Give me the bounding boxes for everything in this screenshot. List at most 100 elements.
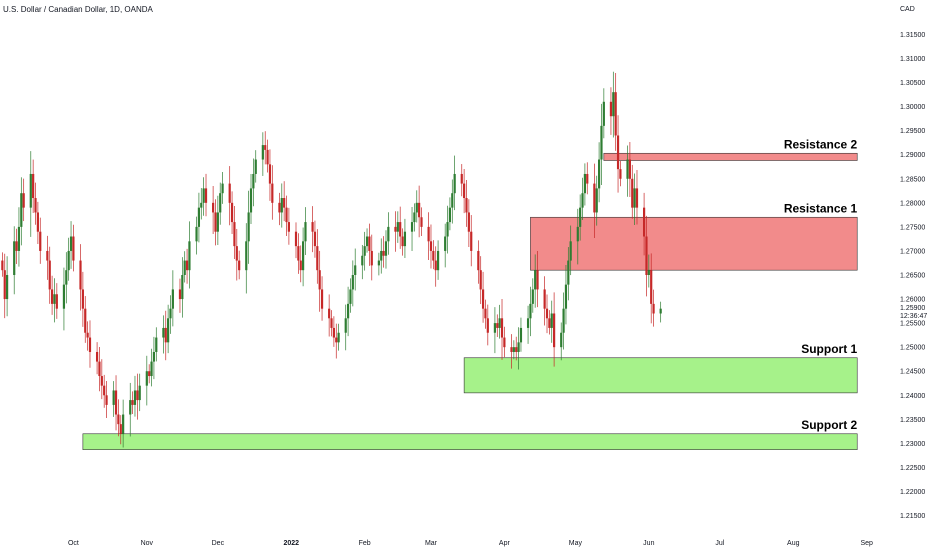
candle-body bbox=[200, 202, 203, 208]
candle-body bbox=[34, 198, 37, 213]
candle bbox=[216, 195, 219, 246]
candle-body bbox=[178, 289, 182, 300]
candle-body bbox=[396, 222, 399, 232]
candle bbox=[567, 247, 570, 301]
candle bbox=[50, 275, 54, 315]
candle bbox=[396, 211, 399, 243]
candle-body bbox=[560, 332, 563, 348]
candle-body bbox=[245, 241, 248, 271]
candle-body bbox=[204, 188, 208, 203]
candle bbox=[432, 240, 435, 270]
candle bbox=[129, 382, 132, 437]
candle bbox=[401, 228, 404, 256]
candle-body bbox=[526, 318, 530, 328]
candle bbox=[529, 286, 532, 337]
y-tick-label: 1.29500 bbox=[900, 128, 925, 135]
y-tick-label: 1.22000 bbox=[900, 489, 925, 496]
zone-resistance-1 bbox=[603, 152, 858, 161]
candle-body bbox=[171, 289, 174, 309]
candle-body bbox=[114, 390, 118, 415]
candle-body bbox=[278, 202, 281, 213]
y-tick-label: 1.28500 bbox=[900, 176, 925, 183]
candle-body bbox=[361, 255, 364, 266]
candle-body bbox=[214, 212, 217, 232]
candle bbox=[304, 207, 307, 256]
x-tick-label: Aug bbox=[787, 540, 800, 547]
candle bbox=[465, 179, 468, 227]
y-tick-label: 1.31500 bbox=[900, 32, 925, 39]
y-tick-label: 1.22500 bbox=[900, 465, 925, 472]
candle-body bbox=[642, 207, 646, 237]
x-tick-label: Dec bbox=[212, 540, 225, 547]
price-axis[interactable]: 1.21500 1.22000 1.22500 1.23000 1.23500 1.240… bbox=[900, 32, 925, 520]
candle bbox=[62, 267, 66, 331]
candle bbox=[214, 199, 217, 246]
y-tick-label: 1.26000 bbox=[900, 297, 925, 304]
candle-body bbox=[17, 226, 21, 251]
candle bbox=[614, 72, 617, 151]
candle-body bbox=[195, 226, 198, 242]
candle-body bbox=[53, 294, 56, 304]
candle bbox=[418, 185, 421, 238]
candle bbox=[235, 228, 238, 281]
candle bbox=[318, 250, 321, 312]
candle bbox=[354, 248, 357, 291]
candle-body bbox=[84, 308, 87, 333]
candle bbox=[453, 155, 456, 211]
candle bbox=[133, 375, 137, 417]
candle bbox=[228, 166, 231, 226]
candle-body bbox=[48, 260, 51, 290]
candle bbox=[479, 256, 482, 305]
zone-label-2: Resistance 1 bbox=[784, 201, 858, 215]
candle-body bbox=[254, 159, 257, 174]
candle bbox=[631, 164, 634, 219]
candle-body bbox=[50, 289, 54, 304]
chart-title: U.S. Dollar / Canadian Dollar, 1D, OANDA bbox=[3, 5, 154, 14]
candle bbox=[477, 240, 480, 284]
candle-body bbox=[415, 202, 418, 213]
candle-body bbox=[363, 246, 366, 256]
candle bbox=[598, 142, 601, 203]
candle bbox=[247, 190, 250, 264]
candle bbox=[202, 177, 205, 216]
candle bbox=[46, 235, 49, 280]
candle bbox=[230, 191, 234, 234]
time-axis[interactable]: Oct Nov Dec 2022 Feb Mar Apr May Jun Jul Aug Sep bbox=[68, 540, 873, 547]
candle bbox=[167, 304, 170, 354]
candle-body bbox=[553, 313, 556, 348]
candle-body bbox=[1, 260, 4, 271]
candle-body bbox=[150, 361, 153, 377]
candle bbox=[271, 165, 274, 220]
candle bbox=[650, 253, 653, 324]
candle-body bbox=[98, 361, 101, 377]
x-tick-label: Sep bbox=[860, 540, 873, 547]
candle bbox=[531, 278, 534, 313]
candle-body bbox=[69, 236, 73, 251]
candle-body bbox=[436, 250, 440, 271]
zone-label-4: Support 2 bbox=[801, 418, 857, 432]
candles-layer bbox=[1, 71, 662, 448]
y-tick-label: 1.30500 bbox=[900, 80, 925, 87]
candle bbox=[171, 270, 174, 327]
candle-body bbox=[221, 183, 224, 194]
candle-body bbox=[382, 250, 385, 256]
x-tick-label: Jul bbox=[715, 540, 724, 547]
candle bbox=[579, 194, 582, 241]
candle bbox=[332, 316, 335, 347]
candle bbox=[131, 391, 134, 414]
candle-body bbox=[484, 308, 487, 319]
candle-body bbox=[299, 260, 302, 271]
candle bbox=[434, 246, 437, 287]
y-tick-label: 1.31000 bbox=[900, 56, 925, 63]
candle-body bbox=[548, 318, 551, 328]
candle bbox=[380, 238, 383, 274]
candle bbox=[285, 195, 288, 236]
zone-labels-layer: Resistance 2 Resistance 1 Support 1 Support… bbox=[784, 137, 858, 432]
axis-currency-label: CAD bbox=[900, 6, 915, 13]
candle bbox=[536, 250, 539, 308]
candle-body bbox=[434, 260, 437, 271]
candle bbox=[626, 145, 629, 197]
candle-body bbox=[261, 145, 264, 160]
candle-body bbox=[32, 173, 35, 199]
